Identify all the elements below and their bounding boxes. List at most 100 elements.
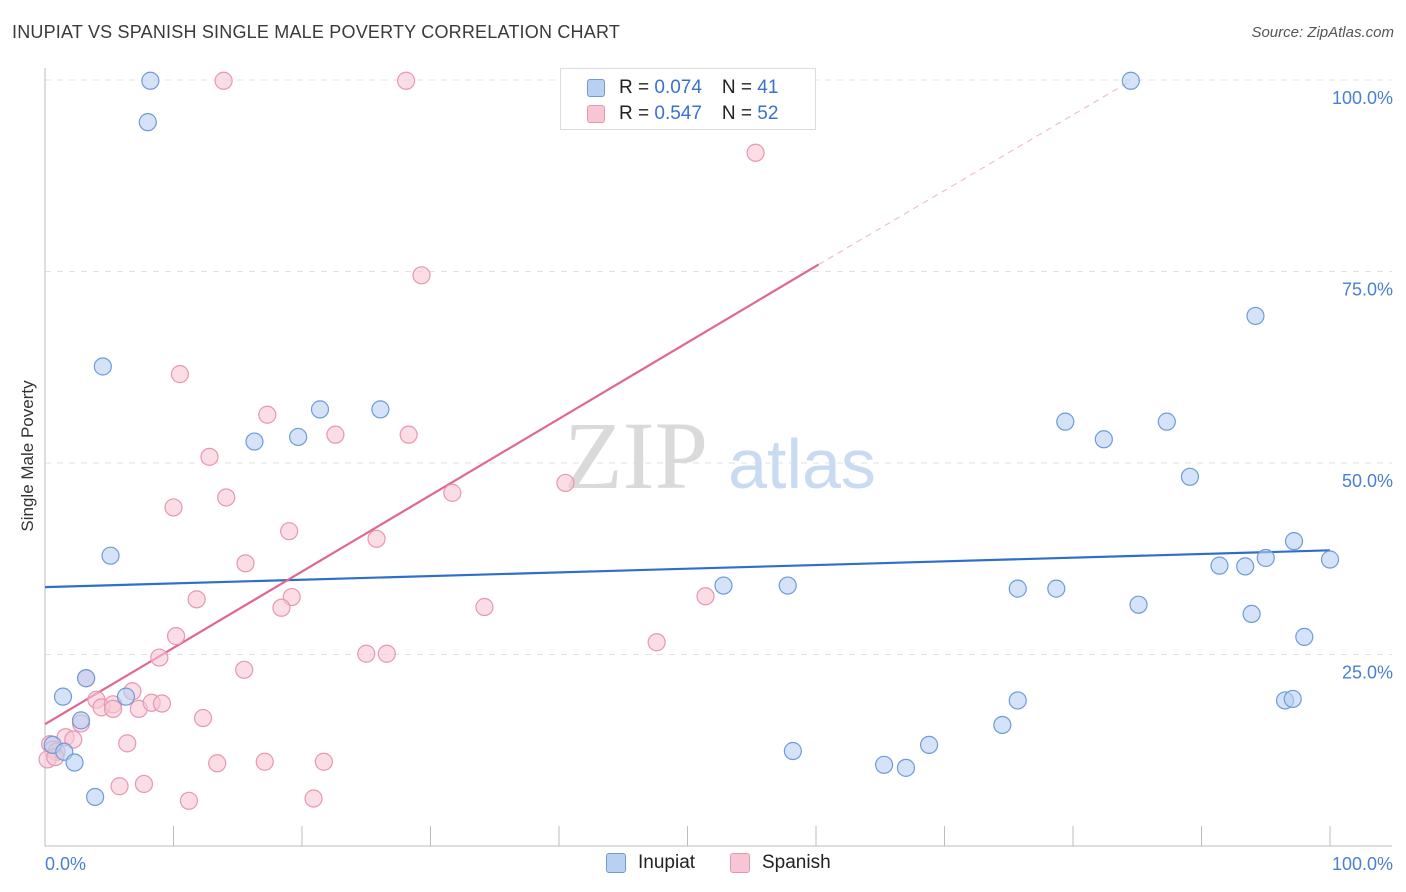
legend-r-label: R = [619,103,655,124]
point-spanish [258,405,277,424]
point-inupiat [93,357,112,376]
legend-swatch-inupiat [606,853,626,873]
point-spanish [746,143,765,162]
point-spanish [412,266,431,285]
point-spanish [304,789,323,808]
point-inupiat [245,432,264,451]
point-inupiat [1121,71,1140,90]
point-spanish [326,425,345,444]
y-tick-label: 25.0% [1342,663,1393,683]
trend-lines [44,80,1331,726]
point-spanish [193,708,213,728]
point-spanish [556,473,575,493]
point-spanish [235,660,254,679]
y-tick-label: 50.0% [1342,471,1393,491]
legend-swatch-spanish [730,853,750,873]
point-inupiat [1008,691,1027,710]
point-inupiat [86,787,105,807]
point-spanish [443,483,462,502]
point-inupiat [714,576,733,595]
point-inupiat [116,687,136,706]
point-inupiat [1157,412,1176,431]
point-inupiat [1047,579,1066,598]
point-inupiat [1320,550,1340,569]
legend-n-label: N = [721,77,758,98]
stats-legend: R = 0.074 N = 41 R = 0.547 N = 52 [560,68,816,130]
legend-swatch-inupiat [587,79,605,97]
point-inupiat [993,715,1012,735]
legend-r-label: R = [619,77,655,98]
x-tick-label: 100.0% [1332,854,1393,874]
point-spanish [647,633,666,652]
watermark-atlas: atlas [728,425,876,503]
point-spanish [208,754,227,773]
tick-labels: 25.0% 50.0% 75.0% 100.0% 0.0% 100.0% [45,88,1393,874]
point-spanish [179,791,199,810]
point-spanish [314,752,333,771]
trend-line-inupiat [44,549,1331,589]
point-inupiat [101,546,120,565]
point-inupiat [141,71,160,90]
legend-label-inupiat: Inupiat [638,852,696,873]
point-inupiat [1094,430,1113,449]
point-spanish [357,644,376,663]
point-spanish [255,752,274,771]
point-spanish [104,699,123,718]
point-inupiat [65,753,84,772]
point-inupiat [783,741,802,761]
point-inupiat [1256,548,1275,568]
point-spanish [166,627,186,646]
legend-label-spanish: Spanish [762,852,831,873]
y-tick-label: 75.0% [1342,280,1393,300]
point-spanish [236,554,255,573]
legend-n-label: N = [721,103,758,124]
point-spanish [150,648,169,667]
point-spanish [187,590,206,609]
watermark-zip: ZIP [564,402,708,509]
trend-line-spanish-extension [818,80,1132,266]
point-inupiat [1210,556,1229,575]
point-inupiat [53,687,73,706]
legend-n-value-inupiat: 41 [757,77,779,98]
point-inupiat [1236,557,1255,576]
point-spanish [118,734,137,753]
point-inupiat [778,576,797,595]
point-inupiat [1283,689,1302,709]
point-inupiat [1284,532,1304,551]
point-inupiat [1295,627,1314,646]
point-spanish [696,587,715,606]
point-inupiat [1242,604,1261,624]
point-inupiat [310,400,330,419]
point-inupiat [289,427,308,447]
point-inupiat [71,711,91,730]
point-inupiat [1056,412,1075,431]
point-spanish [170,365,190,384]
legend-swatch-spanish [587,105,605,123]
point-spanish [64,730,83,749]
point-spanish [200,447,219,466]
axes [44,68,1392,847]
point-inupiat [1180,467,1200,486]
chart-title: INUPIAT VS SPANISH SINGLE MALE POVERTY C… [12,22,621,42]
point-inupiat [919,735,939,754]
x-tick-label: 0.0% [45,854,86,874]
point-inupiat [77,669,96,688]
point-spanish [399,425,418,444]
y-tick-label: 100.0% [1332,88,1393,108]
point-spanish [134,774,154,794]
point-inupiat [1008,579,1027,598]
point-spanish [110,777,129,796]
point-spanish [214,71,233,90]
point-spanish [377,644,396,663]
point-spanish [272,598,291,617]
point-spanish [475,597,494,617]
trend-line-spanish [44,263,820,726]
point-inupiat [1246,306,1265,326]
point-inupiat [875,755,894,774]
point-spanish [367,529,386,548]
point-inupiat [371,400,390,419]
point-spanish [396,71,416,90]
point-spanish [152,694,172,713]
point-inupiat [1129,595,1148,614]
